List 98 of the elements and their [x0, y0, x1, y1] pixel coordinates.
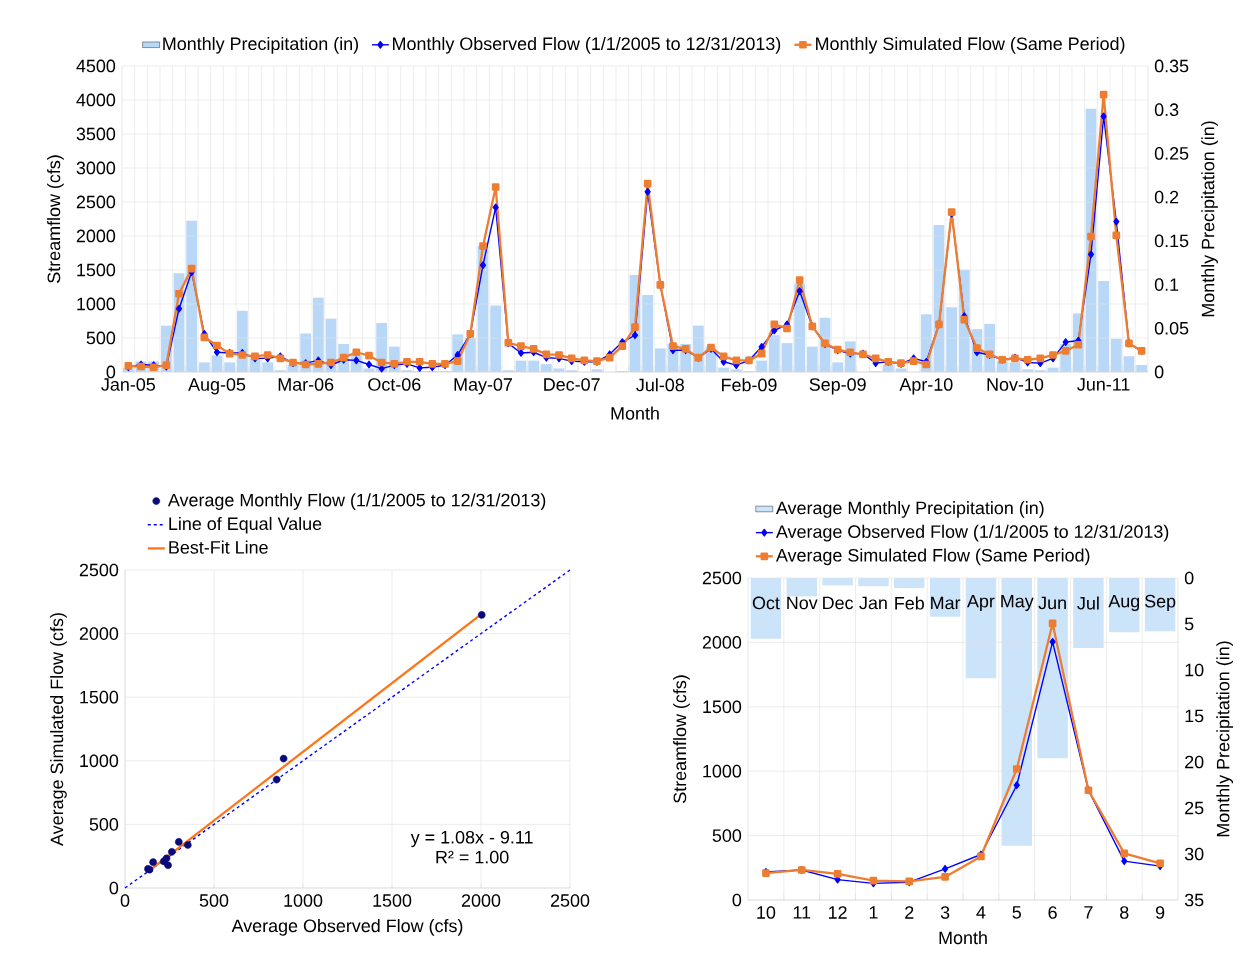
y2-tick-label: 0.25 [1154, 147, 1189, 160]
legend-label: Monthly Precipitation (in) [163, 36, 359, 54]
x-axis-title: Month [611, 406, 659, 420]
y-tick-label: 500 [89, 818, 119, 831]
y2-tick-label: 0 [1184, 571, 1194, 585]
y-tick-label: 500 [86, 331, 116, 345]
x-tick-label: 5 [1012, 906, 1021, 919]
x-tick-label: Apr-10 [899, 378, 953, 395]
annotation: y = 1.08x - 9.11 [410, 830, 533, 848]
y2-tick-label: 35 [1184, 893, 1204, 907]
y2-tick-label: 0.3 [1154, 103, 1179, 117]
x-tick-label: Sep-09 [809, 378, 866, 395]
annotation: Jan [859, 596, 887, 610]
x-tick-label: 10 [757, 906, 776, 919]
x-tick-label: Dec-07 [544, 378, 600, 391]
annotation: Aug [1108, 594, 1140, 612]
y2-tick-label: 0.05 [1154, 321, 1189, 335]
y-tick-label: 2000 [76, 229, 116, 243]
x-tick-label: 3 [940, 906, 950, 919]
y-tick-label: 2500 [76, 195, 116, 209]
y-tick-label: 500 [712, 829, 742, 842]
y2-axis-title: Monthly Precipitation (in) [1201, 121, 1218, 317]
y-tick-label: 1000 [703, 764, 742, 778]
x-tick-label: 2000 [461, 894, 501, 907]
legend-label: Average Monthly Flow (1/1/2005 to 12/31/2013) [167, 493, 546, 510]
annotation: Sep [1144, 594, 1176, 612]
y2-tick-label: 0.35 [1154, 59, 1189, 73]
x-tick-label: 4 [976, 906, 986, 919]
x-tick-label: 0 [120, 894, 130, 907]
x-tick-label: 2 [905, 906, 914, 919]
y-tick-label: 1000 [80, 754, 119, 768]
x-tick-label: Nov-10 [987, 378, 1044, 391]
y-tick-label: 3500 [76, 127, 116, 141]
annotation: May [1001, 594, 1034, 612]
annotation: R² = 1.00 [436, 850, 509, 864]
legend-label: Average Observed Flow (1/1/2005 to 12/31/2013) [775, 524, 1169, 542]
y2-tick-label: 25 [1185, 801, 1204, 815]
x-tick-label: 1500 [373, 894, 412, 907]
y-tick-label: 1500 [77, 263, 116, 277]
x-tick-label: 9 [1155, 906, 1165, 919]
x-tick-label: 1 [869, 906, 878, 919]
y2-tick-label: 0 [1154, 365, 1164, 379]
x-tick-label: Jun-11 [1077, 378, 1130, 391]
y2-tick-label: 30 [1184, 847, 1204, 861]
annotation: Feb [895, 596, 924, 610]
y-tick-label: 1500 [80, 690, 119, 704]
y2-tick-label: 0.1 [1154, 278, 1179, 291]
y-tick-label: 2000 [702, 636, 742, 649]
y-tick-label: 2500 [702, 571, 742, 585]
y-tick-label: 2000 [79, 627, 119, 640]
legend-label: Average Simulated Flow (Same Period) [775, 548, 1090, 566]
legend-label: Monthly Observed Flow (1/1/2005 to 12/31/2013) [393, 36, 781, 54]
legend-label: Best-Fit Line [169, 540, 268, 554]
y-axis-title: Average Simulated Flow (cfs) [50, 613, 67, 846]
y-tick-label: 1500 [703, 700, 742, 714]
x-tick-label: 8 [1120, 906, 1129, 919]
x-tick-label: Oct-06 [368, 378, 421, 391]
x-tick-label: 12 [828, 906, 847, 919]
x-tick-label: 6 [1048, 906, 1057, 919]
legend-label: Average Monthly Precipitation (in) [775, 501, 1044, 518]
y2-tick-label: 10 [1185, 663, 1204, 677]
y-tick-label: 0 [106, 365, 116, 379]
y2-tick-label: 0.15 [1154, 234, 1189, 248]
annotation: Mar [931, 596, 961, 610]
y-tick-label: 4500 [76, 59, 116, 73]
annotation: Apr [967, 594, 995, 612]
y-tick-label: 2500 [79, 563, 119, 577]
x-tick-label: 2500 [550, 894, 590, 907]
x-tick-label: Jul-08 [636, 378, 684, 392]
x-tick-label: Mar-06 [278, 378, 334, 391]
annotation: Oct [752, 596, 780, 610]
y2-tick-label: 5 [1184, 617, 1194, 631]
x-tick-label: Feb-09 [722, 378, 777, 392]
annotation: Nov [787, 596, 818, 610]
x-tick-label: 11 [793, 906, 811, 919]
x-tick-label: May-07 [454, 378, 512, 395]
y-axis-title: Streamflow (cfs) [47, 155, 64, 283]
y-tick-label: 3000 [76, 161, 116, 175]
x-tick-label: 500 [199, 894, 229, 907]
annotation: Jun [1038, 596, 1066, 610]
x-tick-label: Aug-05 [188, 378, 246, 395]
x-tick-label: 7 [1084, 906, 1093, 919]
y-tick-label: 0 [109, 881, 119, 895]
y2-axis-title: Monthly Precipitation (in) [1216, 641, 1234, 837]
y2-tick-label: 15 [1185, 709, 1204, 723]
x-tick-label: 1000 [284, 894, 323, 907]
y2-tick-label: 0.2 [1154, 190, 1179, 204]
x-axis-title: Average Observed Flow (cfs) [231, 919, 463, 936]
y-tick-label: 4000 [76, 93, 116, 107]
y-tick-label: 1000 [77, 297, 116, 311]
x-axis-title: Month [939, 931, 987, 945]
y-axis-title: Streamflow (cfs) [673, 675, 690, 803]
legend-label: Line of Equal Value [169, 516, 322, 534]
y2-tick-label: 20 [1185, 755, 1204, 769]
x-tick-label: Jan-05 [101, 378, 155, 391]
legend-label: Monthly Simulated Flow (Same Period) [816, 36, 1125, 54]
annotation: Jul [1077, 596, 1099, 610]
annotation: Dec [823, 596, 854, 610]
